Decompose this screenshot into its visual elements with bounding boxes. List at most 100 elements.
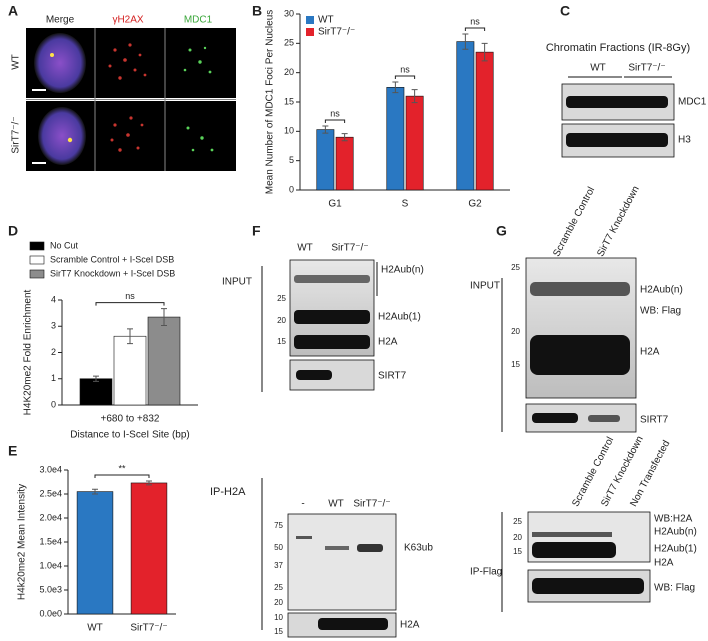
y-axis-label: H4k20me2 Mean Intensity bbox=[17, 484, 28, 600]
blot-band bbox=[357, 544, 383, 552]
marker: 15 bbox=[274, 627, 283, 636]
bar bbox=[386, 87, 405, 191]
error-bar bbox=[322, 125, 329, 134]
marker: 50 bbox=[274, 543, 283, 552]
error-bar bbox=[411, 89, 418, 104]
panel-letter: G bbox=[496, 223, 507, 239]
blot-band bbox=[325, 546, 349, 550]
legend-swatch bbox=[29, 241, 45, 251]
significance-bracket bbox=[324, 119, 346, 124]
band-label: H2A bbox=[400, 620, 420, 631]
band-label: H2Aub(1) bbox=[654, 544, 697, 555]
lane-label: - bbox=[301, 499, 304, 510]
column-label: γH2AX bbox=[112, 15, 143, 26]
panel-letter: B bbox=[252, 3, 262, 19]
legend-swatch bbox=[306, 16, 314, 24]
lane-label: SirT7⁻/⁻ bbox=[628, 63, 665, 74]
y-axis-label: Mean Number of MDC1 Foci Per Nucleus bbox=[265, 10, 276, 195]
bar bbox=[76, 491, 114, 615]
legend-label: WT bbox=[318, 15, 334, 26]
y-tick-label: 0 bbox=[51, 399, 56, 409]
y-tick-label: 10 bbox=[284, 126, 294, 136]
y-tick-label: 5.0e3 bbox=[39, 584, 62, 594]
error-bar bbox=[481, 42, 488, 62]
legend-label: No Cut bbox=[50, 240, 79, 250]
bar bbox=[405, 95, 424, 191]
y-tick-label: 3.0e4 bbox=[39, 464, 62, 474]
legend-swatch bbox=[29, 269, 45, 279]
annotation: ns bbox=[125, 291, 135, 301]
x-tick-label: +680 to +832 bbox=[101, 414, 160, 425]
blot-band bbox=[532, 532, 612, 537]
band-label: WB: Flag bbox=[654, 583, 695, 594]
section-label: INPUT bbox=[470, 281, 500, 292]
nucleus bbox=[38, 107, 86, 165]
row-label: SirT7⁻/⁻ bbox=[11, 116, 22, 153]
panel-a: Merge γH2AX MDC1 WT SirT7⁻/⁻ bbox=[11, 15, 236, 171]
marker: 20 bbox=[277, 316, 286, 325]
band-label: SIRT7 bbox=[378, 371, 407, 382]
blot-band bbox=[530, 282, 630, 296]
band-label: H3 bbox=[678, 135, 691, 146]
blot-band bbox=[296, 370, 332, 380]
y-tick-label: 25 bbox=[284, 38, 294, 48]
y-tick-label: 2.0e4 bbox=[39, 512, 62, 522]
annotation: ** bbox=[118, 463, 126, 473]
band-label: H2Aub(n) bbox=[640, 285, 683, 296]
panel-letter: D bbox=[8, 223, 18, 239]
band-label: K63ub bbox=[404, 543, 433, 554]
panel-g: Scramble Control SirT7 Knockdown INPUT 2… bbox=[470, 184, 697, 612]
blot-band bbox=[566, 133, 668, 147]
bar bbox=[475, 51, 494, 191]
section-label: INPUT bbox=[222, 277, 252, 288]
error-bar bbox=[127, 328, 133, 345]
blot-band bbox=[566, 96, 668, 108]
lane-label: SirT7⁻/⁻ bbox=[331, 243, 368, 254]
bar bbox=[79, 378, 113, 406]
error-bar bbox=[93, 375, 99, 382]
legend-swatch bbox=[29, 255, 45, 265]
y-tick-label: 5 bbox=[289, 155, 294, 165]
y-tick-label: 2 bbox=[51, 347, 56, 357]
bar bbox=[316, 129, 335, 191]
bar bbox=[335, 136, 354, 191]
band-label: WB: Flag bbox=[640, 306, 681, 317]
nucleus bbox=[34, 33, 86, 93]
foci bbox=[50, 53, 54, 57]
marker: 25 bbox=[511, 263, 520, 272]
significance-bracket bbox=[394, 75, 416, 80]
foci bbox=[67, 137, 73, 143]
annotation: ns bbox=[470, 16, 480, 26]
legend-label: SirT7 Knockdown + I-SceI DSB bbox=[50, 268, 175, 278]
foci bbox=[108, 43, 147, 152]
significance-bracket bbox=[464, 27, 486, 31]
error-bar bbox=[146, 480, 152, 486]
marker: 20 bbox=[274, 598, 283, 607]
y-tick-label: 3 bbox=[51, 321, 56, 331]
bar bbox=[147, 316, 181, 406]
marker: 25 bbox=[277, 294, 286, 303]
column-label: Merge bbox=[46, 15, 75, 26]
panel-f: INPUT WT SirT7⁻/⁻ 25 20 15 H2Aub(n) H2Au… bbox=[210, 243, 433, 638]
x-tick-label: G1 bbox=[328, 199, 342, 210]
marker: 25 bbox=[274, 583, 283, 592]
section-label: IP-H2A bbox=[210, 486, 246, 498]
row-label: WT bbox=[11, 54, 22, 70]
band-label: MDC1 bbox=[678, 97, 707, 108]
marker: 10 bbox=[274, 613, 283, 622]
y-tick-label: 20 bbox=[284, 67, 294, 77]
blot-band bbox=[530, 335, 630, 375]
x-axis-label: Distance to I-SceI Site (bp) bbox=[70, 430, 190, 441]
band-label: H2Aub(n) bbox=[654, 527, 697, 538]
lane-label: SirT7⁻/⁻ bbox=[353, 499, 390, 510]
significance-bracket bbox=[94, 474, 150, 479]
column-label: MDC1 bbox=[184, 15, 213, 26]
annotation: ns bbox=[400, 64, 410, 74]
y-tick-label: 0.0e0 bbox=[39, 608, 62, 618]
error-bar bbox=[462, 33, 469, 50]
y-tick-label: 1 bbox=[51, 373, 56, 383]
marker: 25 bbox=[513, 517, 522, 526]
x-tick-label: WT bbox=[87, 623, 103, 634]
y-axis-label: H4K20me2 Fold Enrichment bbox=[23, 289, 34, 415]
